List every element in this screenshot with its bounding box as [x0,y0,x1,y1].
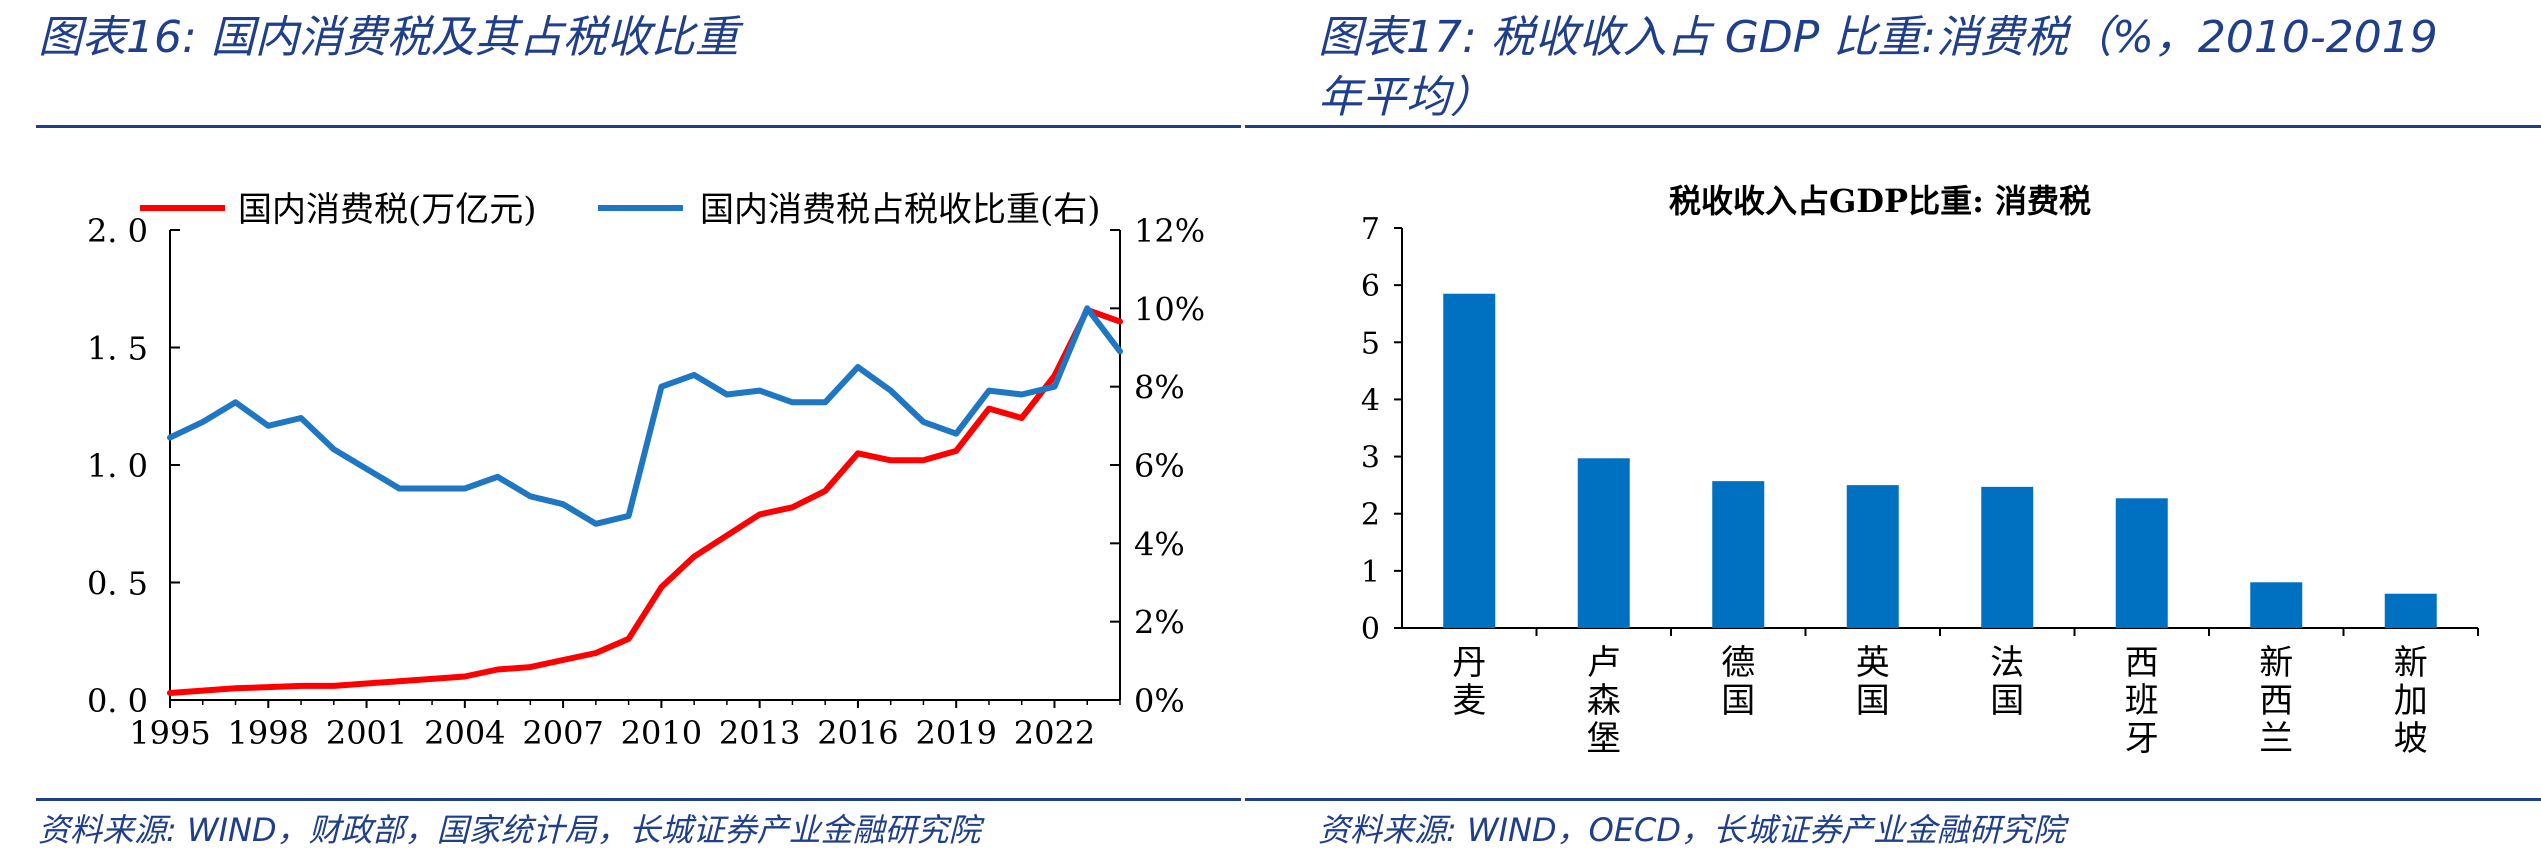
left-y-tick-label: 2. 0 [87,212,148,250]
right-y-tick-label: 2% [1134,604,1185,642]
bar [1443,293,1496,628]
x-tick-label: 2013 [719,714,800,752]
x-tick-label: 2019 [915,714,996,752]
left-y-tick-label: 1. 0 [87,447,148,485]
bar-y-tick-label: 3 [1361,441,1380,476]
bar-category-label: 西班牙 [2125,643,2159,759]
bar-y-tick-label: 6 [1361,269,1380,304]
left-source-rule [36,798,1241,801]
right-y-tick-label: 8% [1134,369,1185,407]
legend-red-label: 国内消费税(万亿元) [238,190,537,230]
bar-category-label: 德国 [1721,643,1755,721]
bar-y-tick-label: 0 [1361,612,1380,647]
x-tick-label: 2016 [817,714,898,752]
left-source-note: 资料来源: WIND，财政部，国家统计局，长城证券产业金融研究院 [38,811,981,849]
legend-blue-label: 国内消费税占税收比重(右) [700,190,1101,230]
left-y-tick-label: 1. 5 [87,330,148,368]
x-tick-label: 2022 [1014,714,1095,752]
left-panel-heading: 图表16: 国内消费税及其占税收比重 [38,12,739,63]
consumption-tax-share-line [167,305,1123,527]
x-tick-label: 2007 [522,714,603,752]
bar [1712,481,1765,628]
bar [2115,498,2168,628]
right-y-tick-label: 6% [1134,447,1185,485]
bar-category-label: 卢森堡 [1587,643,1621,759]
right-y-tick-label: 12% [1134,212,1205,250]
consumption-tax-line [167,306,1123,696]
right-panel-heading-line2: 年平均） [1318,72,1494,123]
bar [2250,582,2303,628]
bar-category-label: 新加坡 [2394,643,2428,759]
bar [1981,486,2034,628]
bar-y-tick-label: 2 [1361,498,1380,533]
left-y-tick-label: 0. 5 [87,565,148,603]
bar-category-label: 丹麦 [1452,643,1486,721]
right-source-rule [1245,798,2541,801]
left-line-chart: 0. 0 0. 5 1. 0 1. 5 2. 0 0% 2% 4% 6% 8% 10% 12% 1995… [87,190,1205,752]
x-tick-label: 1995 [129,714,210,752]
left-y-tick-label: 0. 0 [87,682,148,720]
bar [1846,485,1899,628]
right-y-tick-label: 0% [1134,682,1185,720]
x-tick-label: 2004 [424,714,505,752]
right-y-tick-label: 10% [1134,290,1205,328]
bar-category-label: 英国 [1856,643,1890,721]
x-tick-label: 1998 [228,714,309,752]
x-tick-label: 2001 [326,714,407,752]
bar-y-tick-label: 7 [1361,212,1380,247]
x-tick-label: 2010 [621,714,702,752]
right-panel-heading-line1: 图表17: 税收收入占 GDP 比重:消费税（%，2010-2019 [1318,12,2438,63]
right-source-note: 资料来源: WIND，OECD，长城证券产业金融研究院 [1318,811,2066,849]
bar-y-tick-label: 1 [1361,555,1380,590]
left-heading-rule [36,125,1241,128]
bar-y-tick-label: 4 [1361,383,1380,418]
bar-chart-title: 税收收入占GDP比重: 消费税 [1669,182,2091,220]
bar [2384,593,2437,628]
bar [1577,458,1630,628]
bar-category-label: 法国 [1990,643,2024,721]
bar-y-tick-label: 5 [1361,326,1380,361]
right-heading-rule [1245,125,2541,128]
right-bar-chart: 税收收入占GDP比重: 消费税 0 1 2 3 4 5 6 7 丹麦 卢森堡 德国 英国 法国 西班牙 新… [1361,182,2479,759]
right-y-tick-label: 4% [1134,525,1185,563]
bar-category-label: 新西兰 [2259,643,2293,759]
